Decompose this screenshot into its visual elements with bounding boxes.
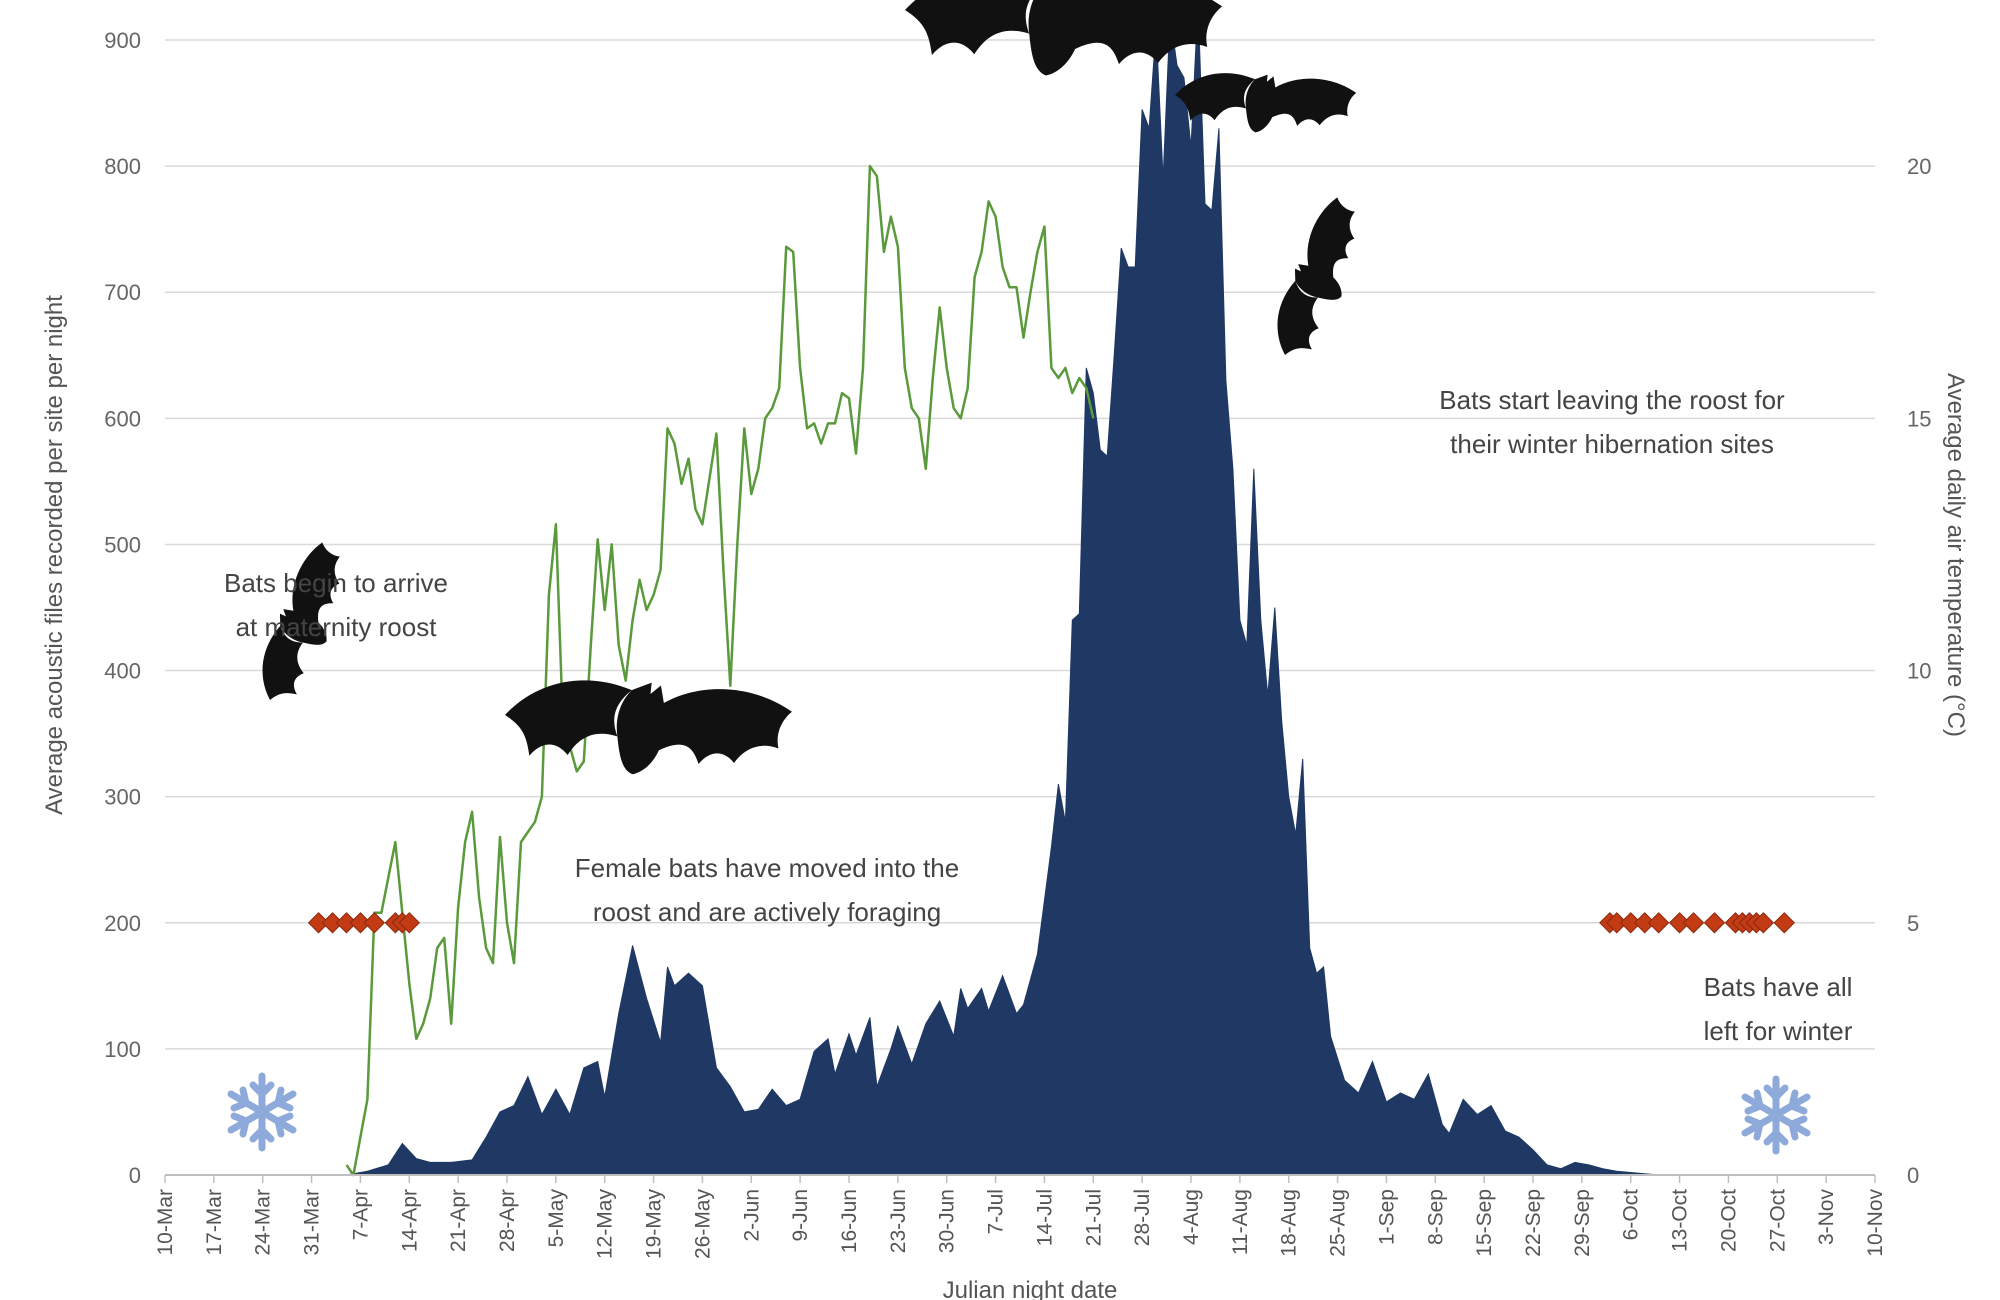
x-tick-label: 20-Oct (1717, 1189, 1740, 1252)
y-tick-label: 800 (104, 154, 141, 179)
x-tick-label: 19-May (643, 1189, 666, 1260)
temperature-line (345, 164, 1095, 1177)
annotation-left: Bats have all (1704, 972, 1853, 1002)
x-tick-label: 7-Apr (349, 1189, 372, 1240)
x-tick-label: 6-Oct (1620, 1189, 1643, 1241)
marker-diamond (363, 912, 386, 934)
y-axis-title: Average acoustic files recorded per site… (41, 295, 68, 815)
x-tick-label: 23-Jun (887, 1189, 910, 1253)
bat-icon (500, 666, 794, 791)
x-tick-label: 28-Apr (496, 1189, 519, 1252)
x-tick-label: 18-Aug (1278, 1189, 1301, 1257)
x-tick-label: 8-Sep (1424, 1189, 1447, 1245)
snowflake-icon (231, 1076, 293, 1148)
x-tick-label: 29-Sep (1571, 1189, 1594, 1257)
x-tick-label: 16-Jun (838, 1189, 861, 1253)
y-tick-label: 200 (104, 911, 141, 936)
marker-series (307, 912, 1795, 934)
y-tick-label: 100 (104, 1037, 141, 1062)
y-tick-label: 900 (104, 28, 141, 53)
x-tick-label: 25-Aug (1327, 1189, 1350, 1257)
annotation-arrive: Bats begin to arrive (224, 568, 448, 598)
y2-tick-label: 15 (1907, 406, 1931, 431)
annotation-arrive: at maternity roost (236, 612, 438, 642)
bat-activity-series (346, 2, 1659, 1176)
y2-tick-label: 20 (1907, 154, 1931, 179)
marker-diamond (1752, 912, 1775, 934)
snowflake-icon (1745, 1079, 1807, 1151)
y-tick-label: 500 (104, 532, 141, 557)
x-tick-label: 26-May (691, 1189, 714, 1260)
x-tick-label: 30-Jun (936, 1189, 959, 1253)
bat-activity-area (346, 2, 1659, 1176)
x-tick-label: 21-Jul (1082, 1189, 1105, 1246)
y2-tick-label: 0 (1907, 1163, 1919, 1188)
x-tick-label: 14-Apr (398, 1189, 421, 1252)
x-tick-label: 10-Mar (154, 1189, 177, 1256)
icons (231, 0, 1807, 1151)
temperature-series (345, 164, 1095, 1177)
y-tick-label: 0 (129, 1163, 141, 1188)
y2-tick-label: 10 (1907, 659, 1931, 684)
x-tick-label: 4-Aug (1180, 1189, 1203, 1245)
x-tick-label: 31-Mar (301, 1189, 324, 1256)
y-tick-label: 300 (104, 785, 141, 810)
marker-diamond (398, 912, 420, 934)
x-tick-label: 12-May (594, 1189, 617, 1260)
bat-icon (1259, 193, 1379, 367)
x-tick-label: 5-May (545, 1189, 568, 1248)
y-tick-label: 600 (104, 406, 141, 431)
x-tick-label: 2-Jun (740, 1189, 763, 1242)
annotation-foraging: roost and are actively foraging (593, 897, 941, 927)
x-tick-label: 27-Oct (1766, 1189, 1789, 1252)
x-tick-label: 21-Apr (447, 1189, 470, 1252)
x-tick-label: 10-Nov (1864, 1189, 1887, 1257)
annotation-foraging: Female bats have moved into the (575, 853, 959, 883)
x-tick-label: 15-Sep (1473, 1189, 1496, 1257)
axes: 0 100 200 300 400 500 600 700 800 900 0 5 10 15 20 10-M… (41, 28, 1969, 1300)
x-tick-label: 11-Aug (1229, 1189, 1252, 1255)
x-tick-label: 24-Mar (252, 1189, 275, 1256)
x-tick-label: 13-Oct (1669, 1189, 1692, 1252)
x-tick-label: 28-Jul (1131, 1189, 1154, 1246)
marker-diamond (1647, 912, 1670, 934)
annotation-leaving: Bats start leaving the roost for (1439, 385, 1785, 415)
x-tick-label: 14-Jul (1033, 1189, 1056, 1246)
y-tick-label: 700 (104, 280, 141, 305)
x-tick-label: 17-Mar (203, 1189, 226, 1256)
annotations: Bats begin to arrive at maternity roost Fe… (224, 385, 1853, 1046)
annotation-left: left for winter (1704, 1016, 1853, 1046)
x-tick-label: 7-Jul (985, 1189, 1008, 1235)
y2-axis-title: Average daily air temperature (°C) (1942, 373, 1969, 737)
y2-tick-label: 5 (1907, 911, 1919, 936)
x-tick-label: 9-Jun (789, 1189, 812, 1242)
x-axis-title: Julian night date (943, 1277, 1118, 1300)
marker-diamond (1773, 912, 1795, 934)
annotation-leaving: their winter hibernation sites (1450, 429, 1774, 459)
x-tick-label: 22-Sep (1522, 1189, 1545, 1257)
x-tick-label: 3-Nov (1815, 1189, 1838, 1246)
y-tick-label: 400 (104, 659, 141, 684)
grid-layer (165, 39, 1875, 1176)
marker-diamond (1682, 912, 1705, 934)
x-tick-label: 1-Sep (1375, 1189, 1398, 1245)
marker-diamond (1703, 912, 1726, 934)
